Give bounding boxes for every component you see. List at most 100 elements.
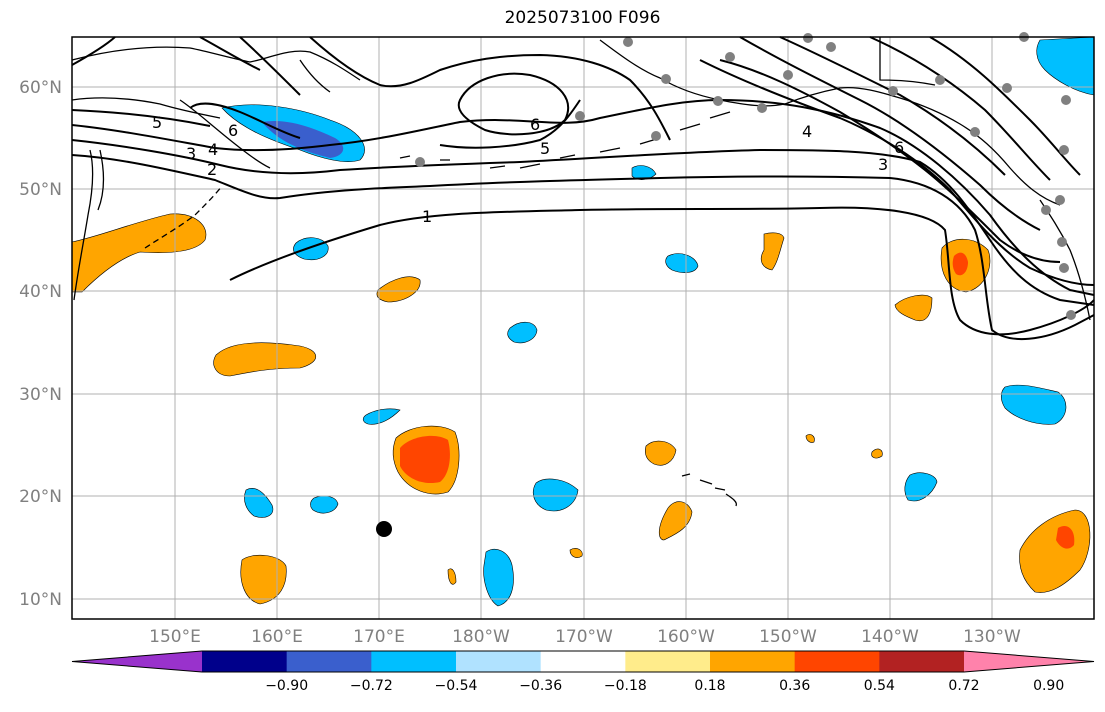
contour-label-3b: 3 [878, 155, 888, 174]
gray-dot [1061, 95, 1071, 105]
coast-aleutians [399, 111, 731, 169]
coast-siberia [71, 46, 361, 93]
pos-anomaly-14 [871, 448, 883, 459]
colorbar-tick-label: −0.36 [519, 678, 562, 694]
gray-dot [1066, 310, 1076, 320]
gray-dot [826, 42, 836, 52]
pos-anomaly-7 [644, 440, 677, 466]
colorbar-segment [794, 651, 880, 672]
gray-dot [575, 111, 585, 121]
gray-dot [713, 96, 723, 106]
lon-label: 160°E [251, 627, 303, 647]
colorbar-tick-label: 0.36 [779, 678, 810, 694]
colorbar-segment [371, 651, 457, 672]
contour-labels: 1 2 3 3 4 4 5 5 6 6 6 [152, 113, 904, 226]
contour-label-1: 1 [422, 207, 432, 226]
lat-axis: 10°N 20°N 30°N 40°N 50°N 60°N [19, 78, 62, 610]
contour-6 [189, 59, 1061, 263]
colorbar-segment [879, 651, 965, 672]
pos-anomaly-5 [894, 294, 933, 322]
contour-top-b [71, 36, 1081, 231]
lat-label: 20°N [19, 487, 62, 507]
coast-alaska [599, 39, 1061, 206]
contour-label-5a: 5 [152, 113, 162, 132]
contour-label-6a: 6 [228, 121, 238, 140]
coast-hawaii [681, 473, 738, 507]
gray-dot [935, 75, 945, 85]
gray-dot [1055, 195, 1065, 205]
colorbar-tick-label: 0.72 [948, 678, 979, 694]
colorbar-segment [202, 651, 288, 672]
pos-anomaly-japan [71, 213, 207, 293]
lat-label: 50°N [19, 180, 62, 200]
contour-label-4a: 4 [208, 140, 218, 159]
lat-label: 30°N [19, 385, 62, 405]
colorbar-outline [71, 650, 1095, 673]
colorbar-segment [286, 651, 372, 672]
coast-sakhalin-japan [73, 149, 105, 301]
lon-label: 160°W [657, 627, 715, 647]
contour-2 [71, 154, 1095, 341]
colorbar-tick-label: 0.54 [864, 678, 895, 694]
station-markers [415, 32, 1076, 320]
colorbar-segment [625, 651, 711, 672]
gray-dot [1057, 237, 1067, 247]
black-dot [376, 521, 392, 537]
pos-anomaly-10-core [1056, 525, 1075, 549]
colorbar-tick-label: −0.54 [435, 678, 478, 694]
gray-dot [623, 37, 633, 47]
lon-label: 170°E [353, 627, 405, 647]
gray-dot [970, 127, 980, 137]
colorbar-segment [540, 651, 626, 672]
gray-dot [888, 86, 898, 96]
map-title: 2025073100 F096 [504, 8, 661, 28]
gray-dot [803, 33, 813, 43]
pos-anomaly-9 [240, 554, 287, 605]
neg-anomaly-6 [533, 478, 579, 512]
pos-anomaly-1 [376, 276, 421, 303]
lon-label: 150°W [759, 627, 817, 647]
pos-anomaly-3-core [400, 435, 450, 484]
colorbar-extend-max [964, 651, 1094, 672]
contour-label-5b: 5 [540, 139, 550, 158]
coast-bc-border [879, 37, 936, 86]
neg-anomaly-10 [904, 472, 938, 502]
coast-bc-coast [1039, 199, 1091, 321]
neg-anomaly-5 [362, 408, 401, 425]
gray-dot [661, 74, 671, 84]
contour-label-6b: 6 [530, 115, 540, 134]
graticule [72, 37, 1094, 619]
contour-label-3a: 3 [186, 144, 196, 163]
gray-dot [415, 157, 425, 167]
lon-label: 180°W [452, 627, 510, 647]
colorbar-tick-label: −0.18 [604, 678, 647, 694]
neg-anomaly-3 [507, 321, 538, 344]
lat-label: 40°N [19, 282, 62, 302]
lon-label: 130°W [963, 627, 1021, 647]
pos-anomaly-10 [1019, 509, 1091, 593]
contours [71, 36, 1095, 341]
gray-dot [725, 52, 735, 62]
pos-anomaly-2 [213, 342, 317, 377]
contour-1 [229, 206, 1095, 336]
lon-label: 170°W [555, 627, 613, 647]
gray-dot [1059, 263, 1069, 273]
colorbar-tick-label: −0.72 [350, 678, 393, 694]
pos-anomaly-8 [658, 501, 693, 541]
contour-4 [71, 98, 1095, 296]
gray-dot [783, 70, 793, 80]
neg-anomaly-9 [483, 549, 514, 607]
colorbar: −0.90 −0.72 −0.54 −0.36 −0.18 0.18 0.36 0.54 0.7… [71, 650, 1095, 694]
contour-label-6c: 6 [894, 138, 904, 157]
lat-label: 60°N [19, 78, 62, 98]
contour-label-2: 2 [207, 160, 217, 179]
neg-anomaly-1 [293, 237, 329, 261]
gray-dot [757, 103, 767, 113]
gray-dot [1002, 83, 1012, 93]
gray-dot [1041, 205, 1051, 215]
contour-label-4b: 4 [802, 122, 812, 141]
colorbar-tick-label: 0.18 [694, 678, 725, 694]
colorbar-extend-min [72, 651, 202, 672]
colorbar-segment [456, 651, 542, 672]
